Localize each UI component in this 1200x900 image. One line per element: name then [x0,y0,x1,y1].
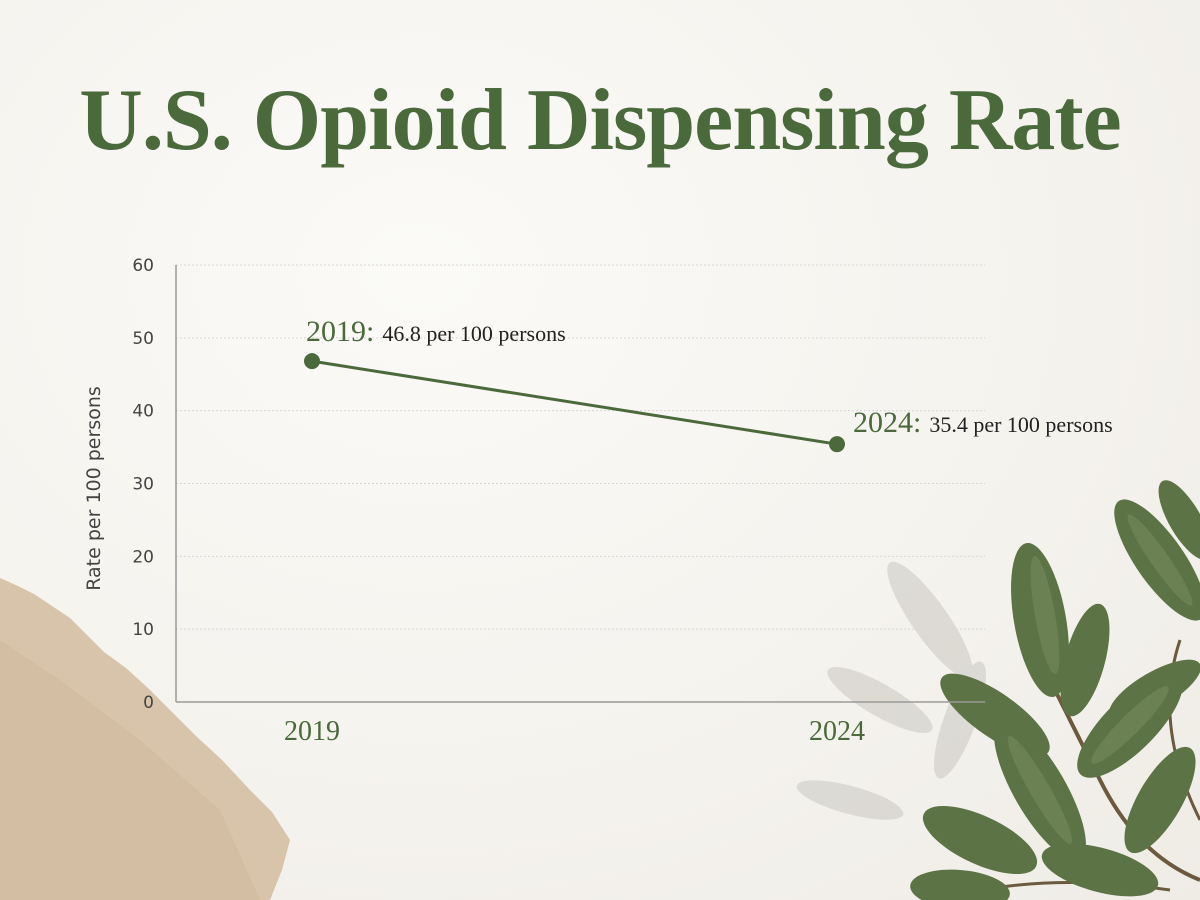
y-tick-label: 40 [132,402,154,422]
x-tick-label: 2019 [284,716,340,747]
page-title: U.S. Opioid Dispensing Rate [79,72,1121,169]
data-point [829,436,845,453]
y-tick-labels: 0 10 20 30 40 50 60 [132,256,154,713]
grid-lines [176,264,985,630]
data-label: 2024: 35.4 per 100 persons [853,406,1113,439]
x-tick-labels: 2019 2024 [284,716,865,747]
axes [175,265,985,703]
data-annotations: 2019: 46.8 per 100 persons 2024: 35.4 per 1… [306,315,1113,439]
y-tick-label: 0 [143,693,154,713]
data-label-value: 46.8 per 100 persons [382,321,565,346]
series-line [311,359,838,446]
data-label-value: 35.4 per 100 persons [929,412,1112,437]
y-tick-label: 30 [132,475,154,495]
data-point [304,353,320,370]
x-tick-label: 2024 [809,716,865,747]
y-tick-label: 60 [132,256,154,276]
y-tick-label: 20 [132,547,154,567]
y-tick-label: 50 [132,329,154,349]
data-label-year: 2024: [853,406,921,439]
y-axis-label: Rate per 100 persons [83,386,105,591]
data-label: 2019: 46.8 per 100 persons [306,315,566,348]
data-label-year: 2019: [306,315,374,348]
data-series [304,353,845,453]
y-tick-label: 10 [132,620,154,640]
